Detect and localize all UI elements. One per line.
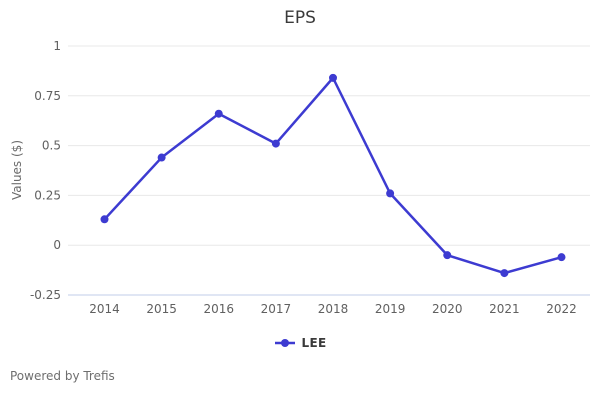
x-tick-label-2017: 2017 (261, 302, 292, 316)
legend-item-lee[interactable]: LEE (0, 336, 600, 350)
y-tick-label-0.5: 0.5 (42, 139, 61, 153)
x-tick-label-2020: 2020 (432, 302, 463, 316)
data-point-2019[interactable] (386, 189, 395, 198)
legend-label: LEE (301, 336, 327, 350)
legend-line-marker-icon (274, 339, 295, 347)
y-tick-label-0.75: 0.75 (34, 89, 61, 103)
data-point-2015[interactable] (157, 153, 166, 162)
x-tick-label-2019: 2019 (375, 302, 406, 316)
y-axis-title: Values ($) (10, 139, 24, 201)
x-tick-label-2015: 2015 (146, 302, 177, 316)
data-point-2014[interactable] (100, 215, 109, 224)
x-tick-label-2016: 2016 (203, 302, 234, 316)
data-point-2020[interactable] (443, 251, 452, 260)
data-point-2016[interactable] (214, 109, 223, 118)
y-tick-label-1: 1 (53, 39, 61, 53)
x-tick-label-2022: 2022 (546, 302, 577, 316)
data-point-2021[interactable] (500, 269, 509, 278)
data-point-2022[interactable] (557, 253, 566, 262)
y-tick-label--0.25: -0.25 (30, 288, 61, 302)
y-tick-label-0: 0 (53, 238, 61, 252)
x-tick-label-2014: 2014 (89, 302, 120, 316)
data-point-2018[interactable] (329, 73, 337, 82)
chart-title: EPS (284, 8, 316, 28)
eps-line-chart-plot-area: 1 0.75 0.5 0.25 0 -0.25 2014 2015 2016 2017 2018 20… (30, 39, 590, 316)
x-tick-label-2021: 2021 (489, 302, 520, 316)
series-line-lee (103, 76, 563, 275)
x-tick-label-2018: 2018 (318, 302, 349, 316)
powered-by-trefis-link[interactable]: Powered by Trefis (10, 369, 115, 383)
data-point-2017[interactable] (271, 139, 280, 148)
y-tick-label-0.25: 0.25 (34, 188, 61, 202)
